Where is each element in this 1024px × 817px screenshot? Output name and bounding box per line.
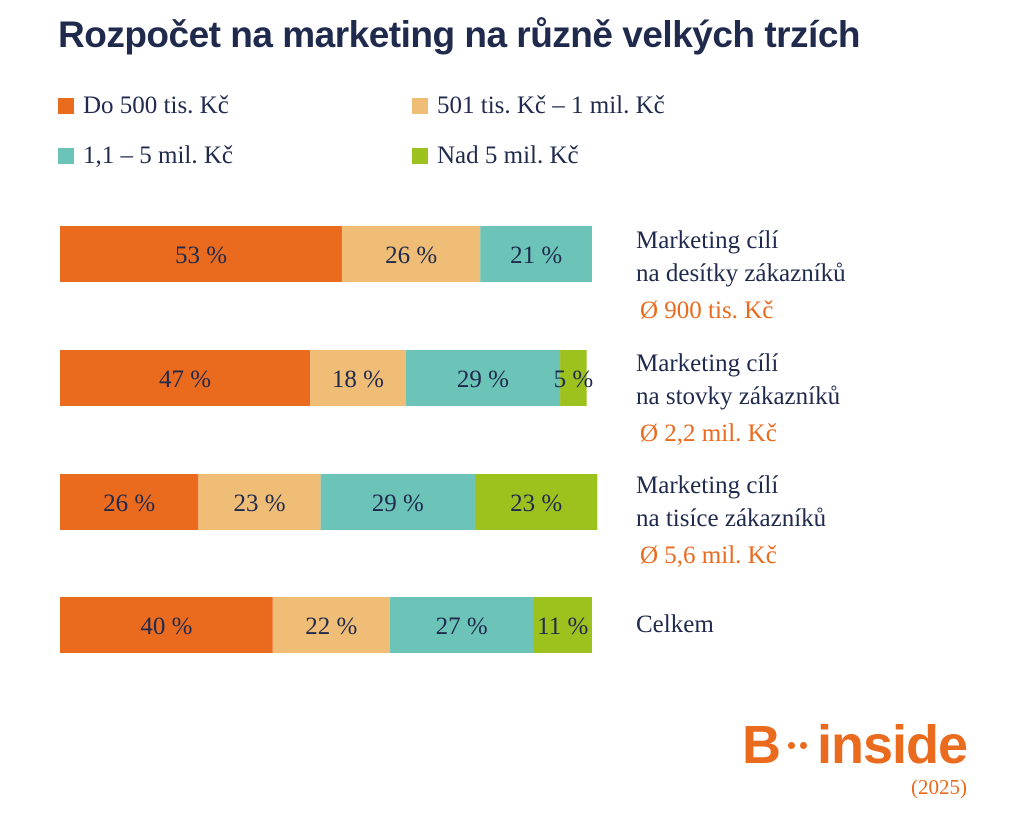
legend-item-do-500: Do 500 tis. Kč xyxy=(58,92,229,120)
bar-value-label: 40 % xyxy=(140,613,192,640)
chart-title: Rozpočet na marketing na různě velkých t… xyxy=(58,14,861,55)
bar-segment xyxy=(320,474,475,530)
bar-value-label: 22 % xyxy=(305,613,357,640)
bar-value-label: 53 % xyxy=(175,242,227,269)
row-label-line1: Marketing cílí xyxy=(636,350,779,377)
legend-swatch xyxy=(58,98,74,114)
legend-label: 501 tis. Kč – 1 mil. Kč xyxy=(437,92,665,119)
bar-value-label: 47 % xyxy=(159,366,211,393)
bar-segment xyxy=(480,226,592,282)
logo: B inside xyxy=(741,714,968,776)
row-label-tisice: Marketing cílí na tisíce zákazníků Ø 5,6… xyxy=(636,469,826,572)
logo-dots xyxy=(787,741,807,749)
bar-value-label: 5 % xyxy=(554,366,594,393)
bar-value-label: 29 % xyxy=(457,366,509,393)
bar-segment xyxy=(60,350,311,406)
bar-segment xyxy=(341,226,481,282)
row-average: Ø 2,2 mil. Kč xyxy=(640,420,777,447)
row-label-line2: na desítky zákazníků xyxy=(636,260,846,287)
row-label-celkem: Celkem xyxy=(636,608,714,641)
bar-segment xyxy=(60,474,199,530)
logo-b: B xyxy=(741,715,781,775)
bar-segment xyxy=(389,597,534,653)
legend-label: Do 500 tis. Kč xyxy=(83,92,229,119)
bar-value-label: 26 % xyxy=(103,490,155,517)
bar-segment xyxy=(560,350,587,406)
bar-segment xyxy=(405,350,561,406)
row-average: Ø 900 tis. Kč xyxy=(640,297,774,324)
legend-item-nad-5mil: Nad 5 mil. Kč xyxy=(412,142,579,170)
row-label-line1: Celkem xyxy=(636,611,714,638)
legend-item-501-1mil: 501 tis. Kč – 1 mil. Kč xyxy=(412,92,665,120)
bar-segment xyxy=(533,597,592,653)
legend-label: 1,1 – 5 mil. Kč xyxy=(83,142,233,169)
legend-swatch xyxy=(412,148,428,164)
row-label-stovky: Marketing cílí na stovky zákazníků Ø 2,2… xyxy=(636,347,840,450)
row-label-line1: Marketing cílí xyxy=(636,227,779,254)
bar-segment xyxy=(60,597,273,653)
bar-value-label: 23 % xyxy=(233,490,285,517)
bar-segment xyxy=(272,597,390,653)
bar-segment xyxy=(60,226,342,282)
bar-segment xyxy=(310,350,406,406)
legend-swatch xyxy=(412,98,428,114)
logo-year: (2025) xyxy=(911,775,967,799)
logo-inside: inside xyxy=(816,715,968,775)
row-label-line1: Marketing cílí xyxy=(636,472,779,499)
row-label-desitky: Marketing cílí na desítky zákazníků Ø 90… xyxy=(636,224,846,327)
bar-value-label: 27 % xyxy=(436,613,488,640)
legend-item-1-5mil: 1,1 – 5 mil. Kč xyxy=(58,142,233,170)
bar-value-label: 21 % xyxy=(510,242,562,269)
bar-value-label: 11 % xyxy=(537,613,588,640)
row-label-line2: na tisíce zákazníků xyxy=(636,505,827,532)
row-label-line2: na stovky zákazníků xyxy=(636,383,841,410)
legend-label: Nad 5 mil. Kč xyxy=(437,142,579,169)
bar-value-label: 23 % xyxy=(510,490,562,517)
legend-swatch xyxy=(58,148,74,164)
bar-value-label: 26 % xyxy=(385,242,437,269)
bar-value-label: 29 % xyxy=(372,490,424,517)
bar-value-label: 18 % xyxy=(332,366,384,393)
row-average: Ø 5,6 mil. Kč xyxy=(640,542,777,569)
bar-segment xyxy=(198,474,321,530)
bar-segment xyxy=(474,474,598,530)
